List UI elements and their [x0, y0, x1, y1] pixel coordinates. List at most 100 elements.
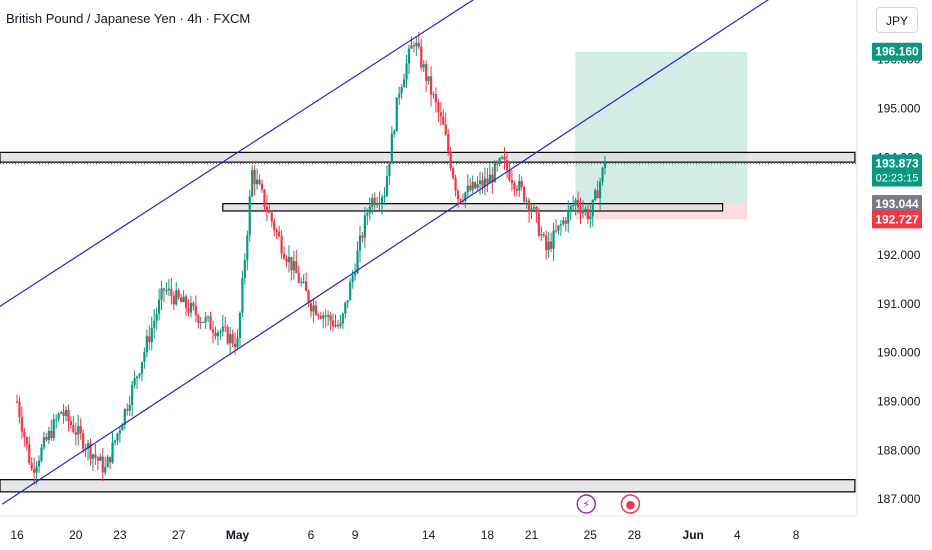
x-tick-label: Jun [683, 528, 704, 542]
candle-body [537, 212, 540, 236]
candle-body [109, 456, 112, 463]
record-icon[interactable]: ● [620, 494, 641, 514]
candle-body [439, 112, 442, 117]
candle-body [501, 157, 504, 159]
lightning-icon-ring [576, 494, 597, 514]
candle-body [131, 385, 134, 406]
candle-body [167, 288, 170, 291]
candle-body [77, 426, 80, 435]
candle-body [243, 260, 246, 278]
candle-body [422, 64, 425, 68]
entry-price-label-bg [872, 194, 922, 213]
candle-body [469, 185, 472, 191]
candle-body [30, 463, 33, 469]
candle-body [373, 198, 376, 205]
candle-body [493, 163, 496, 183]
candle-body [471, 181, 474, 191]
candle-body [319, 315, 322, 319]
candle-body [454, 177, 457, 191]
candle-body [437, 102, 440, 113]
candle-body [292, 261, 295, 271]
candle-body [429, 76, 433, 95]
candle-body [594, 190, 597, 200]
candle-body [207, 316, 210, 318]
candle-body [28, 444, 31, 464]
candle-body [219, 331, 222, 333]
currency-button[interactable]: JPY [876, 7, 918, 33]
candle-body [434, 94, 438, 103]
candle-body [542, 234, 545, 236]
candle-body [562, 220, 565, 225]
candle-body [233, 343, 237, 348]
target-price-label-text: 196.160 [875, 45, 919, 59]
candle-body [268, 211, 271, 213]
candle-body [466, 185, 469, 193]
candle-body [246, 235, 249, 261]
candle-body [18, 401, 21, 418]
candle-body [581, 210, 585, 213]
candle-body [525, 200, 528, 202]
candle-body [170, 288, 173, 296]
candle-body [444, 124, 447, 135]
lightning-icon[interactable]: ⚡ [576, 494, 597, 514]
candle-body [150, 327, 153, 343]
candle-body [339, 323, 342, 327]
candle-body [251, 170, 254, 197]
y-tick-label: 188.000 [877, 443, 921, 457]
candle-body [603, 163, 607, 168]
candle-body [547, 241, 550, 250]
candle-body [285, 258, 288, 262]
stop-price-label-text: 192.727 [875, 212, 919, 226]
candle-body [351, 275, 354, 283]
candle-body [96, 457, 99, 461]
candle-body [121, 424, 124, 431]
candle-body [456, 190, 460, 200]
candle-body [407, 48, 411, 64]
candle-body [57, 413, 60, 420]
candle-body [452, 168, 455, 178]
candle-body [505, 159, 509, 170]
candle-body [584, 208, 587, 211]
candle-body [101, 456, 104, 473]
candle-body [33, 468, 36, 473]
candle-body [481, 180, 484, 187]
x-tick-label: 21 [525, 528, 539, 542]
candle-body [62, 412, 65, 417]
candle-body [35, 466, 38, 473]
candle-body [253, 170, 256, 185]
candle-body [312, 305, 315, 312]
candle-body [400, 87, 403, 94]
candle-body [567, 209, 570, 224]
candle-body [569, 206, 572, 210]
candle-body [192, 303, 195, 307]
candle-body [307, 290, 310, 304]
candle-body [393, 131, 396, 134]
candle-body [224, 326, 227, 328]
candle-body [483, 178, 487, 187]
candle-body [349, 282, 352, 301]
candle-body [596, 190, 599, 199]
channel-lower [1, 0, 769, 505]
candle-body [576, 200, 580, 208]
candle-body [143, 352, 146, 363]
candle-body [491, 174, 494, 183]
candle-body [427, 76, 430, 81]
candle-body [552, 230, 555, 249]
candle-body [488, 174, 491, 184]
candle-body [297, 273, 300, 283]
candle-body [111, 442, 114, 463]
candle-body [153, 320, 156, 328]
candle-body [432, 94, 435, 96]
candle-body [309, 303, 313, 312]
candle-body [599, 181, 602, 199]
candle-body [275, 230, 278, 232]
candle-body [530, 208, 533, 211]
candle-body [474, 181, 477, 189]
candle-body [535, 207, 538, 213]
candle-body [20, 417, 23, 432]
candle-body [72, 425, 75, 433]
y-tick-label: 191.000 [877, 297, 921, 311]
x-tick-label: 8 [793, 528, 800, 542]
candle-body [280, 236, 283, 254]
